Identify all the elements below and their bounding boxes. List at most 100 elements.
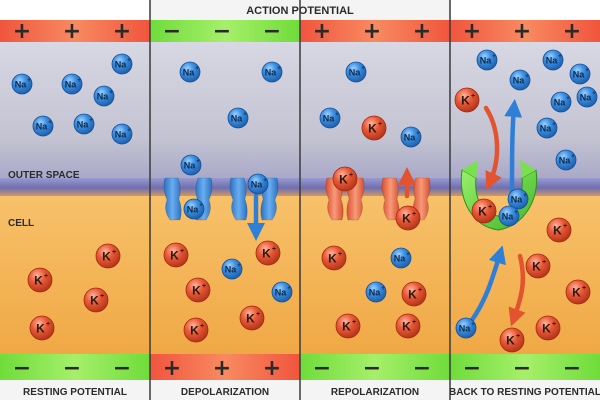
svg-text:+: + [471, 93, 475, 100]
sodium-ion: Na + [179, 61, 201, 83]
svg-text:+: + [46, 321, 50, 328]
svg-text:+: + [378, 121, 382, 128]
sodium-ion: Na + [183, 198, 205, 220]
potassium-ion: K + [546, 217, 572, 243]
sodium-ion: Na + [221, 258, 243, 280]
svg-text:+: + [571, 154, 575, 160]
sodium-ion: Na + [509, 69, 531, 91]
ions: Na + Na +Na +Na +Na + Na +Na +K +K +K +K +Na + Na +Na +Na… [11, 49, 598, 353]
svg-text:K: K [34, 274, 43, 288]
sodium-ion: Na + [261, 61, 283, 83]
svg-text:+: + [514, 210, 518, 216]
svg-text:K: K [192, 284, 201, 298]
svg-text:+: + [471, 322, 475, 328]
top-sign: + [363, 19, 381, 44]
svg-text:Na: Na [404, 133, 416, 143]
svg-text:Na: Na [511, 195, 523, 205]
svg-text:+: + [406, 252, 410, 258]
svg-text:+: + [516, 333, 520, 340]
sodium-ion: Na + [345, 61, 367, 83]
sodium-ion: Na + [365, 281, 387, 303]
sodium-ion: Na + [390, 247, 412, 269]
svg-text:+: + [127, 128, 131, 134]
svg-text:Na: Na [184, 161, 196, 171]
svg-text:+: + [196, 159, 200, 165]
potassium-ion: K + [361, 115, 387, 141]
svg-text:K: K [339, 173, 348, 187]
sodium-ion: Na + [569, 63, 591, 85]
svg-text:Na: Na [36, 122, 48, 132]
sodium-ion: Na + [536, 117, 558, 139]
potassium-ion: K + [83, 287, 109, 313]
svg-text:+: + [418, 287, 422, 294]
bottom-sign: − [413, 356, 431, 381]
sodium-ion: Na + [61, 73, 83, 95]
bottom-sign: + [163, 356, 181, 381]
bottom-sign: − [113, 356, 131, 381]
svg-text:+: + [349, 172, 353, 179]
svg-text:Na: Na [77, 120, 89, 130]
top-sign: + [513, 19, 531, 44]
potassium-ion: K + [255, 240, 281, 266]
potassium-ion: K + [401, 281, 427, 307]
top-sign: + [113, 19, 131, 44]
sodium-ion: Na + [73, 113, 95, 135]
bottom-band-4 [450, 354, 600, 380]
svg-text:+: + [100, 293, 104, 300]
bottom-sign: − [363, 356, 381, 381]
bottom-sign: − [63, 356, 81, 381]
potassium-ion: K + [95, 243, 121, 269]
svg-text:+: + [243, 112, 247, 118]
panel-caption: REPOLARIZATION [331, 387, 419, 398]
svg-text:+: + [200, 323, 204, 330]
top-sign: − [263, 19, 281, 44]
potassium-ion: K + [565, 279, 591, 305]
charge-bands [0, 20, 600, 380]
top-sign: + [563, 19, 581, 44]
svg-text:+: + [48, 120, 52, 126]
top-band-2 [150, 20, 300, 42]
svg-text:Na: Na [349, 68, 361, 78]
svg-text:+: + [542, 259, 546, 266]
potassium-ion: K + [27, 267, 53, 293]
sodium-ion: Na + [271, 281, 293, 303]
svg-text:+: + [44, 273, 48, 280]
svg-text:Na: Na [225, 265, 237, 275]
potassium-ion: K + [535, 315, 561, 341]
svg-text:+: + [381, 286, 385, 292]
bottom-sign: + [263, 356, 281, 381]
bottom-sign: − [463, 356, 481, 381]
svg-text:+: + [566, 96, 570, 102]
svg-text:Na: Na [265, 68, 277, 78]
svg-text:+: + [199, 203, 203, 209]
potassium-ion: K + [239, 305, 265, 331]
svg-text:+: + [412, 319, 416, 326]
svg-text:K: K [402, 212, 411, 226]
sodium-ion: Na + [319, 107, 341, 129]
svg-text:K: K [368, 122, 377, 136]
bottom-band-2 [150, 354, 300, 380]
bottom-sign: − [313, 356, 331, 381]
svg-text:+: + [412, 211, 416, 218]
top-band-3 [300, 20, 450, 42]
svg-text:Na: Na [502, 212, 514, 222]
svg-text:+: + [492, 54, 496, 60]
svg-text:+: + [287, 286, 291, 292]
svg-text:+: + [552, 122, 556, 128]
svg-text:+: + [272, 246, 276, 253]
svg-text:+: + [112, 249, 116, 256]
top-band-4 [450, 20, 600, 42]
svg-text:+: + [525, 74, 529, 80]
bottom-band-3 [300, 354, 450, 380]
svg-text:Na: Na [554, 98, 566, 108]
potassium-ion: K + [395, 313, 421, 339]
svg-text:K: K [170, 249, 179, 263]
panel-caption: RESTING POTENTIAL [23, 387, 127, 398]
svg-text:Na: Na [231, 114, 243, 124]
svg-text:Na: Na [580, 93, 592, 103]
svg-text:Na: Na [546, 56, 558, 66]
svg-text:K: K [328, 252, 337, 266]
svg-text:K: K [262, 247, 271, 261]
potassium-ion: K + [454, 87, 480, 113]
